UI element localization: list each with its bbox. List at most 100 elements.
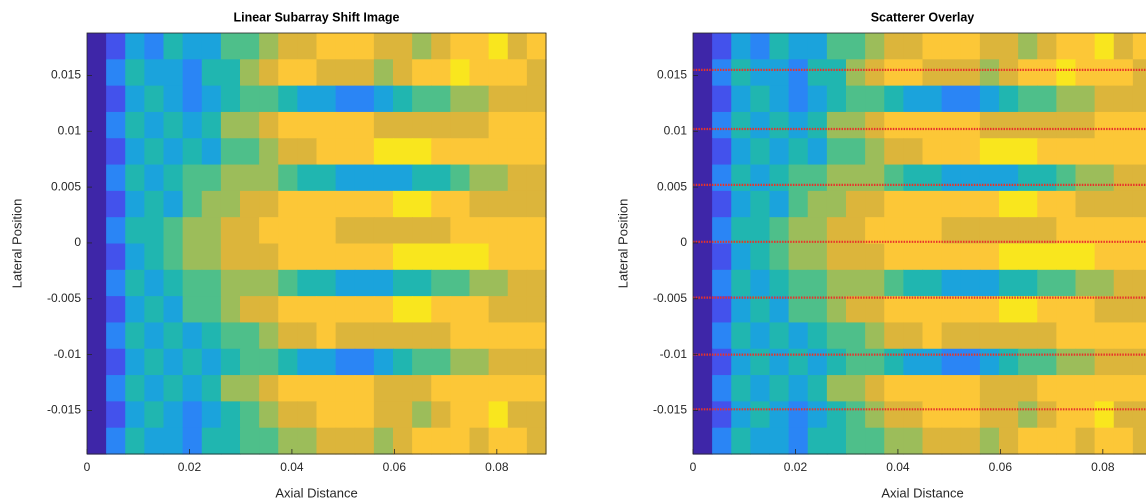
heatmap-cell [469, 322, 490, 350]
heatmap-cell [960, 243, 981, 271]
heatmap-cell [335, 33, 356, 60]
heatmap-cell [507, 322, 528, 350]
heatmap-cell [278, 269, 298, 297]
heatmap-cell [297, 243, 318, 271]
heatmap-cell [240, 217, 260, 245]
heatmap-cell [1037, 427, 1057, 455]
heatmap-cell [182, 33, 203, 60]
heatmap-cell [922, 33, 943, 60]
heatmap-cell [240, 427, 260, 455]
heatmap-cell [469, 269, 490, 297]
heatmap-cell [865, 85, 885, 113]
heatmap-cell [259, 269, 279, 297]
heatmap-cell [1037, 243, 1057, 271]
heatmap-cell [144, 111, 165, 139]
heatmap-cell [788, 375, 809, 402]
heatmap-cell [1075, 111, 1096, 139]
heatmap-cell [846, 375, 866, 402]
heatmap-cell [259, 164, 279, 192]
heatmap-cell [106, 348, 126, 376]
heatmap-cell [693, 375, 713, 402]
heatmap-cell [354, 401, 375, 429]
heatmap-cell [1056, 243, 1077, 271]
heatmap-cell [297, 296, 318, 324]
heatmap-cell [335, 190, 356, 218]
heatmap-cell [960, 427, 981, 455]
heatmap-cell [201, 33, 222, 60]
heatmap-cell [1075, 348, 1096, 376]
heatmap-cell [488, 217, 509, 245]
heatmap-cell [316, 296, 337, 324]
heatmap-cell [865, 269, 885, 297]
heatmap-cell [1075, 59, 1096, 87]
heatmap-cell [1094, 296, 1115, 324]
heatmap-cell [1132, 296, 1146, 324]
heatmap-cell [488, 111, 509, 139]
heatmap-cell [297, 322, 318, 350]
heatmap-cell [1056, 348, 1077, 376]
heatmap-cell [750, 33, 771, 60]
heatmap-cell [1037, 269, 1057, 297]
heatmap-cell [488, 375, 509, 402]
heatmap-cell [163, 243, 184, 271]
heatmap-cell [1113, 348, 1134, 376]
heatmap-cell [87, 190, 107, 218]
heatmap-cell [884, 296, 904, 324]
heatmap-cell [354, 322, 375, 350]
heatmap-cell [788, 427, 809, 455]
heatmap-cell [712, 427, 732, 455]
heatmap-cell [373, 322, 394, 350]
heatmap-cell [412, 85, 432, 113]
heatmap-cell [960, 111, 981, 139]
heatmap-cell [1018, 401, 1038, 429]
heatmap-cell [865, 33, 885, 60]
heatmap-cell [999, 401, 1019, 429]
heatmap-cell [769, 111, 790, 139]
heatmap-cell [712, 348, 732, 376]
heatmap-cell [201, 348, 222, 376]
y-axis-label: Lateral Position [615, 199, 630, 289]
heatmap-cell [450, 269, 471, 297]
heatmap-cell [826, 138, 847, 166]
heatmap-cell [903, 85, 924, 113]
heatmap-cell [297, 375, 318, 402]
heatmap-cell [903, 296, 924, 324]
heatmap-cell [1094, 59, 1115, 87]
heatmap-cell [182, 111, 203, 139]
heatmap-cell [922, 138, 943, 166]
heatmap-cell [941, 164, 962, 192]
heatmap-cell [693, 348, 713, 376]
heatmap-cell [182, 427, 203, 455]
heatmap-cell [278, 85, 298, 113]
heatmap-cell [731, 375, 751, 402]
heatmap-cell [507, 427, 528, 455]
heatmap-cell [960, 375, 981, 402]
heatmap-cell [220, 243, 241, 271]
heatmap-cell [488, 33, 509, 60]
heatmap-cell [807, 427, 828, 455]
x-tick-label: 0.08 [485, 460, 509, 474]
heatmap-cell [412, 111, 432, 139]
heatmap-cell [1113, 164, 1134, 192]
heatmap-cell [297, 111, 318, 139]
heatmap-cell [488, 427, 509, 455]
heatmap-cell [87, 296, 107, 324]
heatmap-cell [1094, 322, 1115, 350]
heatmap-cell [865, 111, 885, 139]
heatmap-cell [731, 85, 751, 113]
heatmap-cell [182, 269, 203, 297]
heatmap-cell [769, 348, 790, 376]
heatmap-cell [431, 427, 451, 455]
x-axis-label: Axial Distance [275, 485, 357, 500]
heatmap-cell [316, 427, 337, 455]
heatmap-cell [1056, 164, 1077, 192]
heatmap-cell [182, 401, 203, 429]
heatmap-cell [87, 401, 107, 429]
heatmap-cell [87, 85, 107, 113]
heatmap-cell [431, 85, 451, 113]
heatmap-cell [1056, 217, 1077, 245]
heatmap-cell [182, 322, 203, 350]
heatmap-cell [865, 348, 885, 376]
heatmap-cell [201, 164, 222, 192]
heatmap-cell [750, 401, 771, 429]
